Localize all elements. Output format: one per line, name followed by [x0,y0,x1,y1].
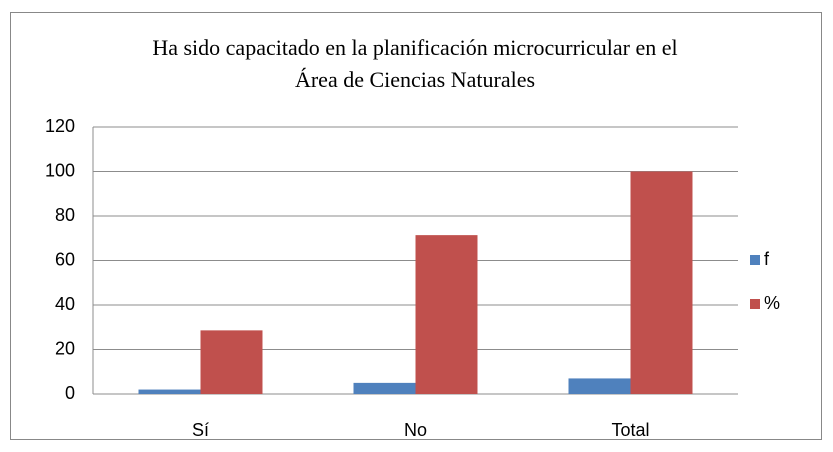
legend-swatch [750,299,760,309]
x-tick-label: Sí [192,420,209,440]
y-tick-label: 80 [55,205,75,225]
y-tick-label: 60 [55,249,75,269]
bar [415,235,478,394]
x-tick-label: Total [611,420,649,440]
x-tick-label: No [404,420,427,440]
bar [200,330,263,394]
bar [138,389,201,394]
y-tick-label: 0 [65,383,75,403]
bar [568,378,631,394]
y-tick-label: 100 [45,160,75,180]
y-tick-label: 120 [45,116,75,136]
y-tick-label: 20 [55,338,75,358]
chart-title: Área de Ciencias Naturales [295,67,535,92]
legend-swatch [750,255,760,265]
legend-label: f [764,249,770,269]
y-tick-label: 40 [55,294,75,314]
bar [353,382,416,394]
chart-title: Ha sido capacitado en la planificación m… [152,35,677,60]
legend-label: % [764,293,780,313]
bar [630,171,693,394]
